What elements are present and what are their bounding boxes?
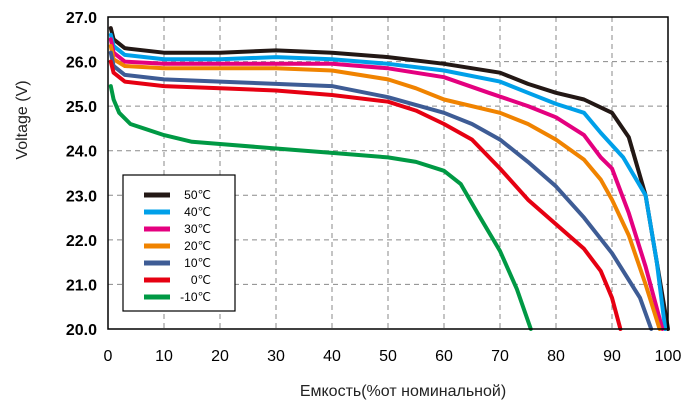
legend-label-4: 10℃ bbox=[184, 256, 211, 270]
x-axis-label: Емкость(%от номинальной) bbox=[300, 383, 506, 400]
legend-box bbox=[122, 174, 236, 312]
x-axis-ticks: 0 10 20 30 40 50 60 70 80 90 100 bbox=[104, 348, 682, 365]
legend-label-5: 0℃ bbox=[191, 273, 211, 287]
y-tick-label: 25.0 bbox=[66, 99, 97, 116]
x-tick-label: 40 bbox=[323, 348, 341, 365]
x-tick-label: 50 bbox=[379, 348, 397, 365]
x-tick-label: 90 bbox=[603, 348, 621, 365]
series-line-0 bbox=[108, 26, 670, 331]
series-lines bbox=[108, 26, 670, 331]
y-tick-label: 23.0 bbox=[66, 188, 97, 205]
x-tick-label: 20 bbox=[211, 348, 229, 365]
legend-label-6: -10℃ bbox=[180, 290, 211, 304]
y-tick-label: 24.0 bbox=[66, 144, 97, 161]
y-axis-ticks: 20.0 21.0 22.0 23.0 24.0 25.0 26.0 27.0 bbox=[66, 10, 97, 339]
legend: 50℃ 40℃ 30℃ 20℃ 10℃ 0℃ -10℃ bbox=[122, 174, 236, 312]
x-tick-label: 80 bbox=[547, 348, 565, 365]
y-tick-label: 22.0 bbox=[66, 233, 97, 250]
x-tick-label: 0 bbox=[104, 348, 113, 365]
grid bbox=[108, 17, 668, 329]
series-line-4 bbox=[108, 50, 654, 331]
y-tick-label: 27.0 bbox=[66, 10, 97, 27]
legend-label-1: 40℃ bbox=[184, 205, 211, 219]
x-tick-label: 30 bbox=[267, 348, 285, 365]
legend-label-2: 30℃ bbox=[184, 222, 211, 236]
y-tick-label: 26.0 bbox=[66, 55, 97, 72]
series-line-1 bbox=[108, 32, 668, 331]
x-tick-label: 100 bbox=[655, 348, 682, 365]
series-line-5 bbox=[108, 59, 623, 331]
legend-label-0: 50℃ bbox=[184, 188, 211, 202]
y-axis-label: Voltage (V) bbox=[14, 80, 31, 159]
x-tick-label: 70 bbox=[491, 348, 509, 365]
y-tick-label: 21.0 bbox=[66, 277, 97, 294]
x-tick-label: 60 bbox=[435, 348, 453, 365]
x-tick-label: 10 bbox=[155, 348, 173, 365]
plot-frame bbox=[107, 16, 669, 330]
series-line-6 bbox=[108, 84, 533, 331]
y-tick-label: 20.0 bbox=[66, 322, 97, 339]
series-line-2 bbox=[108, 37, 665, 331]
series-line-3 bbox=[108, 44, 662, 331]
legend-label-3: 20℃ bbox=[184, 239, 211, 253]
